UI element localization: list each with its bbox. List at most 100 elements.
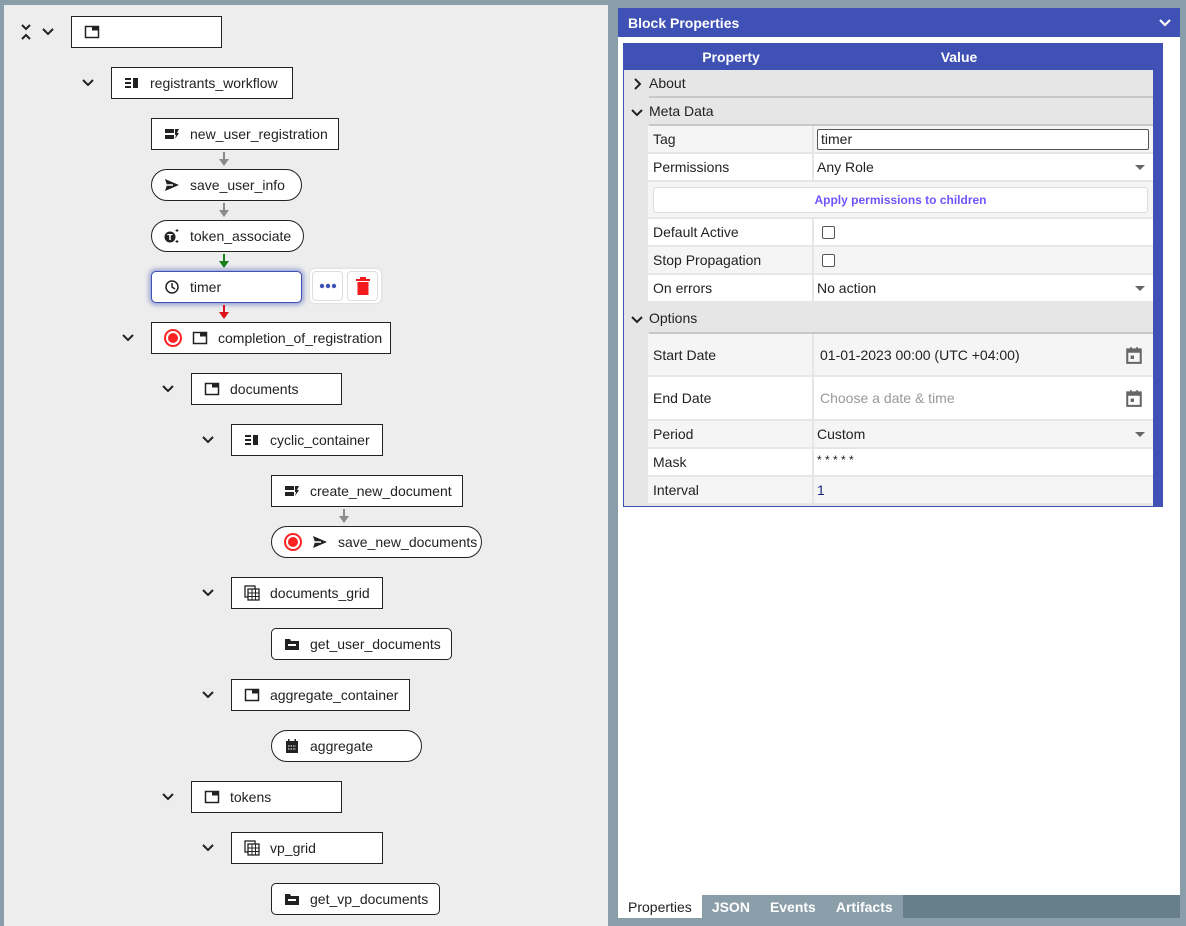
row-period: Period Custom xyxy=(648,421,1153,449)
panel-title: Block Properties xyxy=(628,14,740,31)
chevron-down-icon[interactable] xyxy=(200,585,216,601)
container-icon xyxy=(84,24,100,40)
delete-button[interactable] xyxy=(347,271,378,301)
tree-node[interactable]: new_user_registration xyxy=(151,118,339,150)
collapse-all-icon[interactable] xyxy=(18,24,34,40)
column-value: Value xyxy=(940,49,978,65)
token-icon xyxy=(164,228,180,244)
chevron-down-icon[interactable] xyxy=(160,381,176,397)
tree-node[interactable]: documents xyxy=(191,373,342,405)
grid-icon xyxy=(244,585,260,601)
chevron-down-icon[interactable] xyxy=(160,789,176,805)
chevron-down-icon[interactable] xyxy=(80,75,96,91)
group-about[interactable]: About xyxy=(624,70,1153,98)
row-on-errors: On errors No action xyxy=(648,275,1153,303)
interval-input[interactable]: 1 xyxy=(817,482,825,498)
chevron-down-icon[interactable] xyxy=(200,687,216,703)
row-start-date: Start Date 01-01-2023 00:00 (UTC +04:00) xyxy=(648,334,1153,377)
default-active-checkbox[interactable] xyxy=(822,225,835,239)
group-meta-data[interactable]: Meta Data xyxy=(624,98,1153,126)
stop-propagation-checkbox[interactable] xyxy=(822,253,835,267)
request-document-icon xyxy=(284,483,300,499)
chevron-down-icon[interactable] xyxy=(1158,16,1172,30)
tab-properties[interactable]: Properties xyxy=(618,895,702,918)
row-mask: Mask * * * * * xyxy=(648,449,1153,477)
tree-node-root[interactable] xyxy=(71,16,222,48)
tree-node[interactable]: aggregate_container xyxy=(231,679,410,711)
more-button[interactable] xyxy=(312,271,343,301)
panel-tabs: Properties JSON Events Artifacts xyxy=(618,895,1180,918)
tree-node-selected[interactable]: timer xyxy=(151,271,302,303)
container-icon xyxy=(192,330,208,346)
period-select[interactable]: Custom xyxy=(814,421,1153,447)
container-icon xyxy=(244,687,260,703)
group-options[interactable]: Options xyxy=(624,303,1153,334)
tab-artifacts[interactable]: Artifacts xyxy=(825,895,903,918)
properties-table: Property Value About Meta Data Tag Permis… xyxy=(623,43,1163,507)
tree-node[interactable]: token_associate xyxy=(151,220,304,252)
dropdown-arrow-icon xyxy=(1135,432,1145,437)
flow-arrow xyxy=(219,203,229,217)
chevron-down-icon[interactable] xyxy=(40,24,56,40)
breakpoint-icon xyxy=(284,533,302,551)
permissions-select[interactable]: Any Role xyxy=(814,154,1153,180)
tree-node[interactable]: cyclic_container xyxy=(231,424,383,456)
column-property: Property xyxy=(702,49,760,65)
calendar-icon xyxy=(284,738,300,754)
tab-events[interactable]: Events xyxy=(759,895,826,918)
success-arrow xyxy=(219,254,229,268)
tag-input[interactable] xyxy=(817,128,1149,150)
chevron-right-icon xyxy=(624,78,649,90)
dropdown-arrow-icon xyxy=(1135,286,1145,291)
request-document-icon xyxy=(164,126,180,142)
chevron-down-icon[interactable] xyxy=(120,330,136,346)
more-icon xyxy=(319,283,336,289)
send-icon xyxy=(164,177,180,193)
tree-node[interactable]: create_new_document xyxy=(271,475,463,507)
workflow-icon xyxy=(244,432,260,448)
folder-icon xyxy=(284,891,300,907)
properties-sidebar: Block Properties Property Value About Met… xyxy=(612,5,1186,926)
tree-node[interactable]: save_new_documents xyxy=(271,526,482,558)
row-interval: Interval 1 xyxy=(648,477,1153,505)
apply-permissions-button[interactable]: Apply permissions to children xyxy=(653,186,1148,213)
breakpoint-icon xyxy=(164,329,182,347)
panel-header[interactable]: Block Properties xyxy=(618,8,1180,37)
end-date-input[interactable]: Choose a date & time xyxy=(814,377,1153,419)
workflow-icon xyxy=(124,75,140,91)
tree-node[interactable]: aggregate xyxy=(271,730,422,762)
on-errors-select[interactable]: No action xyxy=(814,275,1153,301)
row-end-date: End Date Choose a date & time xyxy=(648,377,1153,421)
row-permissions: Permissions Any Role xyxy=(648,154,1153,182)
chevron-down-icon xyxy=(624,106,649,118)
chevron-down-icon xyxy=(624,313,649,325)
container-icon xyxy=(204,789,220,805)
chevron-down-icon[interactable] xyxy=(200,432,216,448)
node-actions xyxy=(310,269,381,303)
tree-node[interactable]: registrants_workflow xyxy=(111,67,293,99)
clock-icon xyxy=(164,279,180,295)
chevron-down-icon[interactable] xyxy=(200,840,216,856)
tree-node[interactable]: completion_of_registration xyxy=(151,322,391,354)
dropdown-arrow-icon xyxy=(1135,165,1145,170)
tree-node[interactable]: get_vp_documents xyxy=(271,883,440,915)
row-apply: Apply permissions to children xyxy=(648,182,1153,219)
start-date-input[interactable]: 01-01-2023 00:00 (UTC +04:00) xyxy=(814,334,1153,375)
tree-node[interactable]: save_user_info xyxy=(151,169,302,201)
tab-json[interactable]: JSON xyxy=(701,895,760,918)
container-icon xyxy=(204,381,220,397)
tree-node[interactable]: tokens xyxy=(191,781,342,813)
grid-icon xyxy=(244,840,260,856)
tree-node[interactable]: vp_grid xyxy=(231,832,383,864)
mask-input[interactable]: * * * * * xyxy=(817,453,854,467)
calendar-icon[interactable] xyxy=(1125,388,1143,408)
row-default-active: Default Active xyxy=(648,219,1153,247)
tree-node[interactable]: get_user_documents xyxy=(271,628,452,660)
folder-icon xyxy=(284,636,300,652)
send-icon xyxy=(312,534,328,550)
error-arrow xyxy=(219,305,229,319)
row-tag: Tag xyxy=(648,126,1153,154)
table-header: Property Value xyxy=(624,44,1153,70)
calendar-icon[interactable] xyxy=(1125,345,1143,365)
tree-node[interactable]: documents_grid xyxy=(231,577,383,609)
